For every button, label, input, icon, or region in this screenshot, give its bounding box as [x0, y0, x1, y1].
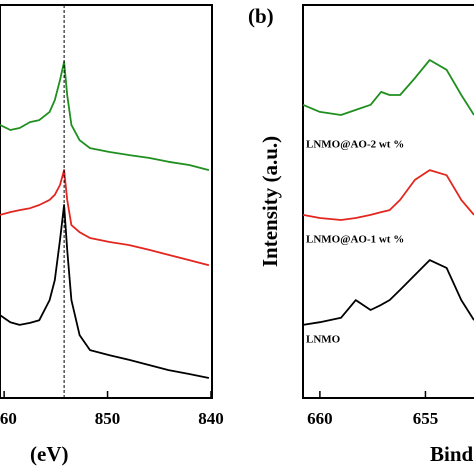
- plot-frame: [302, 4, 474, 399]
- series-label: LNMO: [306, 334, 341, 346]
- series-line: [0, 169, 210, 267]
- x-tick-label: 860: [0, 409, 17, 428]
- series-line: [302, 59, 474, 116]
- series-line: [0, 204, 210, 379]
- x-tick-label: 850: [95, 409, 121, 428]
- x-tick-label: 660: [307, 409, 333, 428]
- y-axis-label: Intensity (a.u.): [258, 136, 282, 267]
- x-axis-label: (eV): [30, 442, 68, 466]
- x-tick-label: 840: [198, 409, 224, 428]
- series-line: [302, 259, 474, 326]
- series-line: [0, 61, 210, 171]
- x-tick-label: 655: [413, 409, 439, 428]
- plot-frame: [0, 4, 213, 399]
- series-label: LNMO@AO-2 wt %: [306, 139, 404, 151]
- series-line: [302, 169, 474, 221]
- x-axis-label: Bind: [430, 442, 474, 466]
- panel-label: (b): [248, 4, 274, 28]
- series-label: LNMO@AO-1 wt %: [306, 234, 404, 246]
